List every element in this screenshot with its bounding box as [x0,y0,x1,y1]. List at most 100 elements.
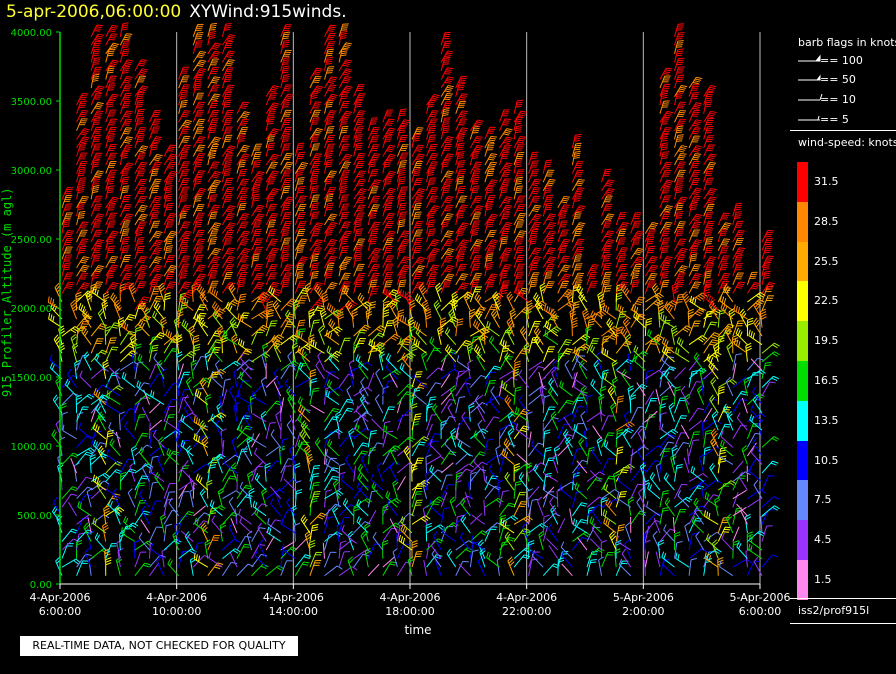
barb-feather-686-1 [228,206,235,210]
barb-feather-158-1 [93,75,100,78]
barb-feather-198-3 [109,287,116,290]
barb-feather-13-1 [71,454,78,458]
barb-feather-250-0 [106,381,109,388]
barb-feather-570-3 [196,107,203,109]
barb-feather-35-1 [64,264,71,267]
barb-staff-516 [189,559,194,576]
barb-feather-155-0 [97,102,104,105]
barb-feather-792-1 [239,314,242,321]
barb-feather-91-2 [78,172,85,175]
barb-feather-983-1 [297,144,304,147]
barb-staff-407 [156,561,165,576]
barb-feather-1035-0 [316,127,323,131]
barb-feather-131-1 [80,304,84,311]
barb-feather-245-0 [108,422,112,429]
barb-feather-620-0 [215,222,222,225]
barb-staff-171 [103,508,107,525]
barb-feather-617-1 [213,249,220,252]
barb-feather-89-3 [77,191,84,194]
barb-feather-23-1 [51,363,55,370]
barb-feather-100-0 [82,92,89,95]
barb-feather-928-3 [282,71,289,74]
barb-staff-125 [83,355,92,371]
barb-staff-287 [119,66,125,80]
barb-staff-350 [134,75,141,89]
barb-feather-273-2 [122,189,129,192]
barb-feather-680-3 [225,261,232,264]
wind-barb-662 [216,402,223,422]
barb-feather-507-1 [183,137,190,140]
barb-feather-741-0 [239,279,246,282]
barb-feather-98-1 [81,111,88,114]
barb-feather-918-3 [283,158,290,161]
barb-feather-969-3 [296,268,303,271]
barb-feather-129-1 [99,325,106,329]
barb-feather-641-3 [211,47,218,51]
wind-barb-137 [90,254,101,268]
barb-feather-823-1 [256,474,261,481]
barb-feather-347-1 [137,101,144,104]
barb-staff-440 [163,281,171,294]
wind-barb-136 [90,264,105,277]
barb-staff-35 [61,263,66,277]
wind-barb-324 [134,296,150,311]
barb-feather-155-2 [95,105,102,108]
barb-feather-683-0 [228,229,235,232]
barb-feather-680-0 [228,255,235,258]
wind-barb-643 [207,22,218,37]
barb-staff-160 [90,58,96,72]
barb-feather-383-3 [143,307,148,313]
barb-feather-321-2 [125,323,129,330]
barb-feather-209-0 [108,185,115,188]
wind-barb-449 [163,202,174,217]
wind-barb-632 [207,118,219,131]
barb-feather-325-2 [130,287,136,293]
barb-staff-149 [90,152,97,166]
barb-feather-292-3 [121,28,128,31]
barb-staff-62 [76,414,79,431]
barb-feather-698-2 [224,103,231,106]
barb-feather-96-2 [81,131,88,134]
wind-barb-142 [90,213,105,226]
barb-feather-39-3 [65,235,72,238]
wind-barb-115 [90,442,107,457]
wind-barb-85 [76,221,89,234]
barb-feather-700-2 [226,88,233,90]
barb-feather-324-2 [140,300,147,303]
barb-feather-511-1 [181,101,188,104]
barb-feather-568-3 [196,124,203,126]
barb-staff-394 [149,212,154,226]
barb-feather-374-1 [138,382,141,389]
wind-barb-503 [178,169,190,183]
wind-barb-270 [119,213,134,226]
wind-barb-834 [260,376,267,397]
wind-barb-940 [290,505,298,525]
barb-feather-108-0 [77,500,80,508]
barb-feather-862-2 [268,146,275,149]
wind-barb-100 [76,92,89,106]
barb-feather-825-0 [276,460,283,464]
barb-staff-221 [105,84,111,97]
barb-feather-917-0 [286,161,294,164]
barb-feather-193-1 [112,324,120,327]
wind-barb-380 [149,332,166,346]
wind-barb-155 [90,102,104,114]
barb-feather-779-1 [240,425,243,432]
wind-barb-16 [55,419,63,440]
barb-feather-215-0 [108,134,116,136]
barb-feather-452-1 [166,179,174,181]
wind-barb-284 [119,92,132,106]
barb-staff-276 [119,162,129,174]
barb-staff-349 [134,85,143,97]
barb-feather-454-2 [168,165,175,168]
wind-barb-387 [149,273,163,286]
barb-feather-932-3 [282,37,289,40]
barb-feather-637-2 [212,79,219,82]
barb-feather-739-3 [238,301,245,303]
wind-barb-117 [78,422,92,440]
barb-feather-760-1 [241,120,248,123]
wind-barb-468 [178,465,189,482]
barb-feather-506-3 [181,149,188,152]
barb-staff-366 [138,451,150,465]
wind-barb-245 [108,422,121,440]
